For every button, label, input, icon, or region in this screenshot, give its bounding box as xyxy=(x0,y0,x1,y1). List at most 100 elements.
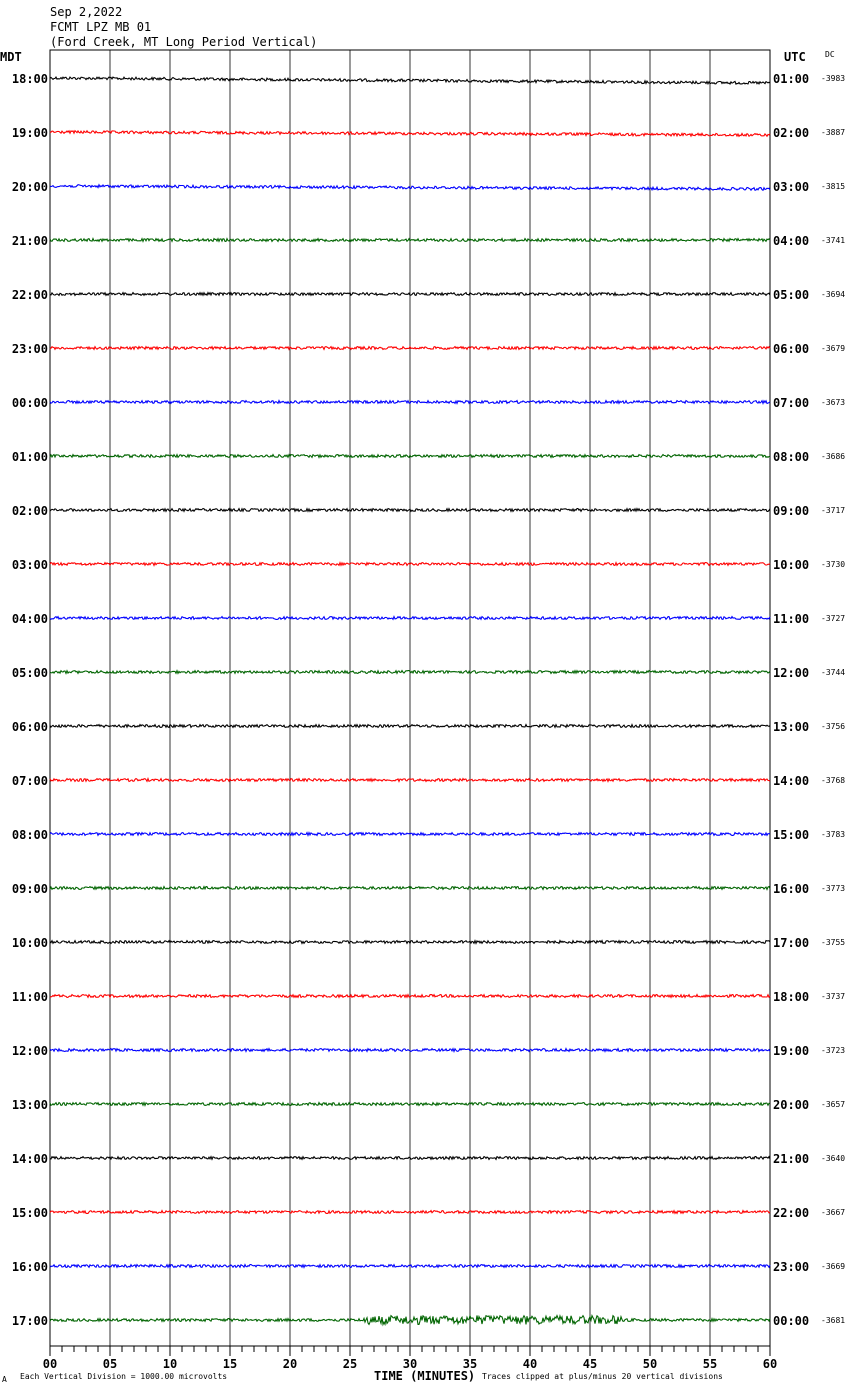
trace-row-1800 xyxy=(49,76,771,86)
row-label-mdt-1500: 15:00 xyxy=(12,1206,48,1220)
footer-clip-note: Traces clipped at plus/minus 20 vertical… xyxy=(482,1372,723,1381)
row-label-utc-1700: 17:00 xyxy=(773,936,809,950)
x-tick-label-50: 50 xyxy=(643,1357,657,1371)
dc-offset-5: -3679 xyxy=(821,344,845,353)
dc-offset-14: -3783 xyxy=(821,830,845,839)
x-tick-label-40: 40 xyxy=(523,1357,537,1371)
x-tick-label-15: 15 xyxy=(223,1357,237,1371)
row-label-utc-0600: 06:00 xyxy=(773,342,809,356)
row-label-utc-2000: 20:00 xyxy=(773,1098,809,1112)
trace-row-2100 xyxy=(49,237,771,243)
row-label-mdt-2100: 21:00 xyxy=(12,234,48,248)
trace-row-0400 xyxy=(49,615,771,621)
trace-row-0100 xyxy=(49,453,771,459)
row-label-utc-1300: 13:00 xyxy=(773,720,809,734)
dc-header-label: DC xyxy=(825,50,835,59)
x-tick-label-25: 25 xyxy=(343,1357,357,1371)
header-station: FCMT LPZ MB 01 xyxy=(50,20,152,34)
row-label-mdt-0600: 06:00 xyxy=(12,720,48,734)
trace-row-1200 xyxy=(49,1047,771,1053)
dc-offset-1: -3887 xyxy=(821,128,845,137)
footer-mark: A xyxy=(2,1375,7,1384)
dc-offset-2: -3815 xyxy=(821,182,845,191)
row-label-mdt-1400: 14:00 xyxy=(12,1152,48,1166)
trace-row-1900 xyxy=(49,129,771,138)
row-label-utc-0700: 07:00 xyxy=(773,396,809,410)
x-axis-title: TIME (MINUTES) xyxy=(374,1369,476,1383)
x-tick-label-55: 55 xyxy=(703,1357,717,1371)
left-timezone-label: MDT xyxy=(0,50,22,64)
row-label-utc-0400: 04:00 xyxy=(773,234,809,248)
dc-offset-9: -3730 xyxy=(821,560,845,569)
row-label-utc-0100: 01:00 xyxy=(773,72,809,86)
row-label-mdt-1900: 19:00 xyxy=(12,126,48,140)
dc-offset-18: -3723 xyxy=(821,1046,845,1055)
dc-offset-3: -3741 xyxy=(821,236,845,245)
row-label-mdt-1300: 13:00 xyxy=(12,1098,48,1112)
dc-offset-6: -3673 xyxy=(821,398,845,407)
dc-offset-10: -3727 xyxy=(821,614,845,623)
trace-row-2200 xyxy=(49,291,771,297)
trace-row-1500 xyxy=(49,1209,771,1215)
row-label-utc-1100: 11:00 xyxy=(773,612,809,626)
x-tick-label-10: 10 xyxy=(163,1357,177,1371)
row-label-mdt-1000: 10:00 xyxy=(12,936,48,950)
footer-scale-note: Each Vertical Division = 1000.00 microvo… xyxy=(20,1372,228,1381)
dc-offset-12: -3756 xyxy=(821,722,845,731)
x-tick-label-30: 30 xyxy=(403,1357,417,1371)
dc-offset-13: -3768 xyxy=(821,776,845,785)
dc-offset-21: -3667 xyxy=(821,1208,845,1217)
trace-row-1600 xyxy=(49,1263,771,1269)
row-label-utc-1000: 10:00 xyxy=(773,558,809,572)
trace-row-2300 xyxy=(49,345,771,351)
row-label-mdt-0900: 09:00 xyxy=(12,882,48,896)
dc-offset-8: -3717 xyxy=(821,506,845,515)
row-label-mdt-2200: 22:00 xyxy=(12,288,48,302)
row-label-mdt-0200: 02:00 xyxy=(12,504,48,518)
trace-row-0900 xyxy=(49,885,771,891)
dc-offset-4: -3694 xyxy=(821,290,845,299)
trace-row-1000 xyxy=(49,939,771,945)
x-tick-label-20: 20 xyxy=(283,1357,297,1371)
trace-row-0700 xyxy=(49,777,771,783)
header-location: (Ford Creek, MT Long Period Vertical) xyxy=(50,35,318,49)
dc-offset-19: -3657 xyxy=(821,1100,845,1109)
trace-row-1300 xyxy=(49,1101,771,1107)
row-label-mdt-1800: 18:00 xyxy=(12,72,48,86)
trace-row-0000 xyxy=(49,399,771,405)
trace-row-0800 xyxy=(49,831,771,838)
row-label-mdt-1700: 17:00 xyxy=(12,1314,48,1328)
row-label-mdt-0000: 00:00 xyxy=(12,396,48,410)
dc-offset-7: -3686 xyxy=(821,452,845,461)
row-label-mdt-0700: 07:00 xyxy=(12,774,48,788)
row-label-mdt-1600: 16:00 xyxy=(12,1260,48,1274)
dc-offset-15: -3773 xyxy=(821,884,845,893)
row-label-utc-1200: 12:00 xyxy=(773,666,809,680)
row-label-utc-1900: 19:00 xyxy=(773,1044,809,1058)
row-label-utc-1600: 16:00 xyxy=(773,882,809,896)
dc-offset-16: -3755 xyxy=(821,938,845,947)
row-label-utc-0300: 03:00 xyxy=(773,180,809,194)
row-label-utc-1400: 14:00 xyxy=(773,774,809,788)
dc-offset-11: -3744 xyxy=(821,668,845,677)
dc-offset-22: -3669 xyxy=(821,1262,845,1271)
header-date: Sep 2,2022 xyxy=(50,5,123,19)
right-timezone-label: UTC xyxy=(784,50,806,64)
x-tick-label-00: 00 xyxy=(43,1357,57,1371)
row-label-utc-1800: 18:00 xyxy=(773,990,809,1004)
row-label-mdt-2000: 20:00 xyxy=(12,180,48,194)
trace-row-2000 xyxy=(49,183,771,192)
dc-offset-23: -3681 xyxy=(821,1316,845,1325)
x-tick-label-05: 05 xyxy=(103,1357,117,1371)
x-tick-label-35: 35 xyxy=(463,1357,477,1371)
row-label-mdt-0500: 05:00 xyxy=(12,666,48,680)
row-label-utc-2100: 21:00 xyxy=(773,1152,809,1166)
x-tick-label-45: 45 xyxy=(583,1357,597,1371)
row-label-utc-0800: 08:00 xyxy=(773,450,809,464)
row-label-utc-2200: 22:00 xyxy=(773,1206,809,1220)
trace-row-0600 xyxy=(49,723,771,729)
trace-row-1400 xyxy=(49,1155,771,1161)
row-label-mdt-0100: 01:00 xyxy=(12,450,48,464)
dc-offset-20: -3640 xyxy=(821,1154,845,1163)
